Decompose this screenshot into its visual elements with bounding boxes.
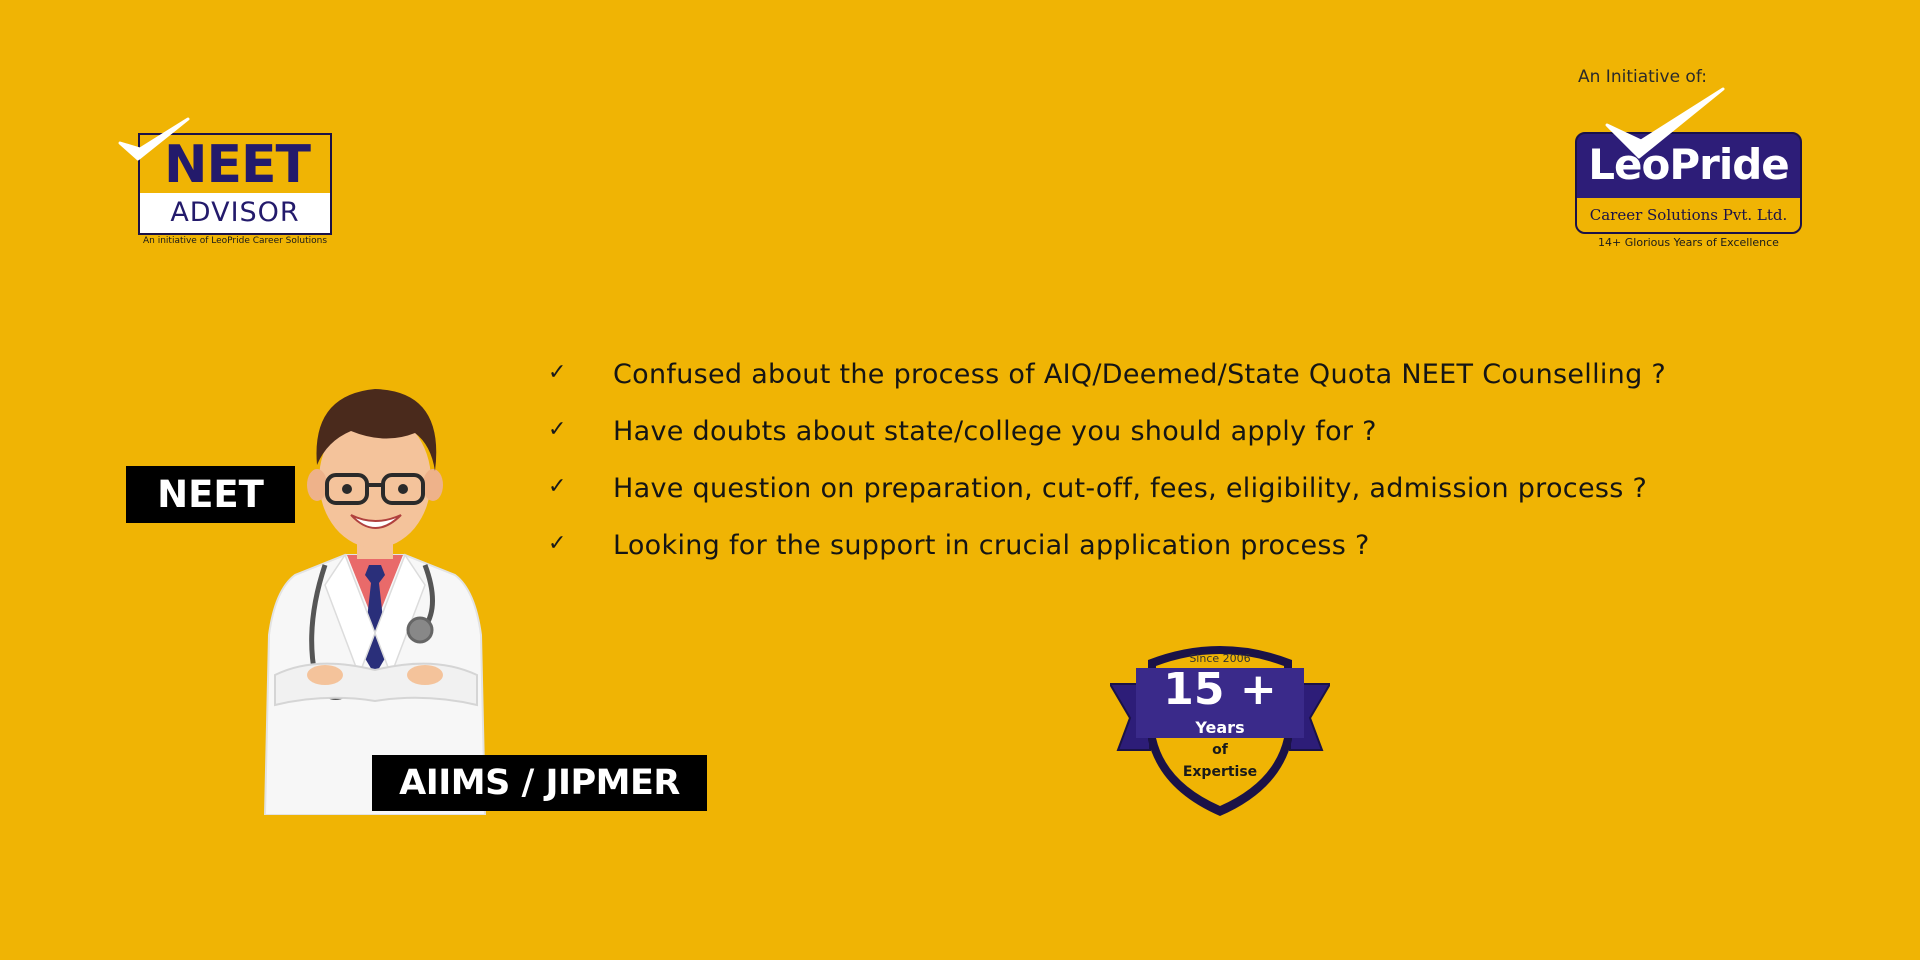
badge-of: of xyxy=(1212,742,1228,758)
check-icon: ✓ xyxy=(548,360,567,385)
aiims-jipmer-label: AIIMS / JIPMER xyxy=(372,755,707,811)
badge-years: Years xyxy=(1195,718,1245,737)
checkmark-icon xyxy=(118,117,190,161)
leopride-logo-box: LeoPride Career Solutions Pvt. Ltd. xyxy=(1575,132,1802,234)
list-item-text: Confused about the process of AIQ/Deemed… xyxy=(613,359,1667,390)
check-icon: ✓ xyxy=(548,417,567,442)
advisor-logo-word: ADVISOR xyxy=(170,197,300,228)
list-item: ✓ Have question on preparation, cut-off,… xyxy=(548,470,1798,527)
shield-icon xyxy=(1110,646,1330,816)
leopride-subtitle: Career Solutions Pvt. Ltd. xyxy=(1589,206,1788,224)
feature-list: ✓ Confused about the process of AIQ/Deem… xyxy=(548,356,1798,584)
leopride-logo: LeoPride Career Solutions Pvt. Ltd. 14+ … xyxy=(1575,85,1805,255)
list-item: ✓ Confused about the process of AIQ/Deem… xyxy=(548,356,1798,413)
neet-logo-band xyxy=(140,135,330,193)
neet-logo-box: NEET ADVISOR xyxy=(138,133,332,235)
badge-expertise: Expertise xyxy=(1182,764,1258,780)
list-item-text: Have question on preparation, cut-off, f… xyxy=(613,473,1648,504)
leopride-brand-name: LeoPride xyxy=(1588,140,1790,189)
badge-number: 15 + xyxy=(1163,664,1277,715)
list-item: ✓ Have doubts about state/college you sh… xyxy=(548,413,1798,470)
neet-label: NEET xyxy=(126,466,295,523)
neet-advisor-logo: NEET ADVISOR An initiative of LeoPride C… xyxy=(118,115,343,255)
list-item-text: Have doubts about state/college you shou… xyxy=(613,416,1377,447)
check-icon: ✓ xyxy=(548,474,567,499)
list-item-text: Looking for the support in crucial appli… xyxy=(613,530,1370,561)
doctor-illustration xyxy=(263,389,487,815)
experience-badge: Since 2006 15 + Years of Expertise xyxy=(1110,640,1330,820)
initiative-label: An Initiative of: xyxy=(1578,67,1707,87)
leopride-years-text: 14+ Glorious Years of Excellence xyxy=(1598,236,1779,249)
leopride-sub-band: Career Solutions Pvt. Ltd. xyxy=(1577,198,1800,232)
check-icon: ✓ xyxy=(548,531,567,556)
list-item: ✓ Looking for the support in crucial app… xyxy=(548,527,1798,584)
badge-since: Since 2006 xyxy=(1189,652,1251,665)
neet-logo-word: NEET xyxy=(163,135,311,195)
checkmark-icon xyxy=(1605,87,1725,159)
neet-logo-tagline: An initiative of LeoPride Career Solutio… xyxy=(142,236,328,246)
